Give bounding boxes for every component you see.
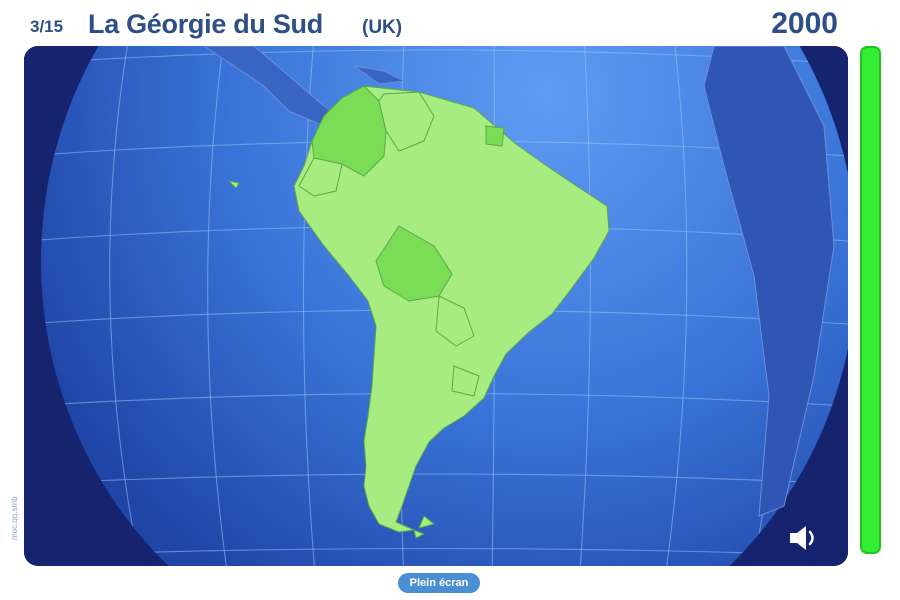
question-counter: 3/15 xyxy=(30,17,64,36)
speaker-icon xyxy=(790,526,814,550)
credit-watermark: moc.qq.smb xyxy=(10,496,19,540)
tierra-del-fuego[interactable] xyxy=(413,529,425,539)
sound-toggle-button[interactable] xyxy=(786,522,822,554)
country-paraguay[interactable] xyxy=(435,295,475,347)
target-place-name: La Géorgie du Sud xyxy=(88,9,323,39)
galapagos-islands[interactable] xyxy=(227,180,240,189)
timer-bar xyxy=(860,46,881,554)
country-ecuador[interactable] xyxy=(298,157,343,197)
target-place-country: (UK) xyxy=(362,17,403,38)
falkland-islands[interactable] xyxy=(418,515,435,529)
map-area[interactable] xyxy=(24,46,848,566)
score: 2000 xyxy=(771,7,838,40)
caribbean-islands[interactable] xyxy=(353,65,406,85)
globe-map[interactable] xyxy=(24,46,848,566)
country-venezuela[interactable] xyxy=(378,91,435,152)
game-header: 3/15 La Géorgie du Sud (UK) 2000 xyxy=(0,0,900,46)
south-america[interactable] xyxy=(293,85,610,539)
country-bolivia[interactable] xyxy=(375,225,453,302)
africa[interactable] xyxy=(703,46,835,517)
country-uruguay[interactable] xyxy=(451,365,480,397)
fullscreen-button[interactable]: Plein écran xyxy=(398,573,480,593)
timer-fill xyxy=(860,46,881,554)
country-suriname[interactable] xyxy=(485,125,505,147)
